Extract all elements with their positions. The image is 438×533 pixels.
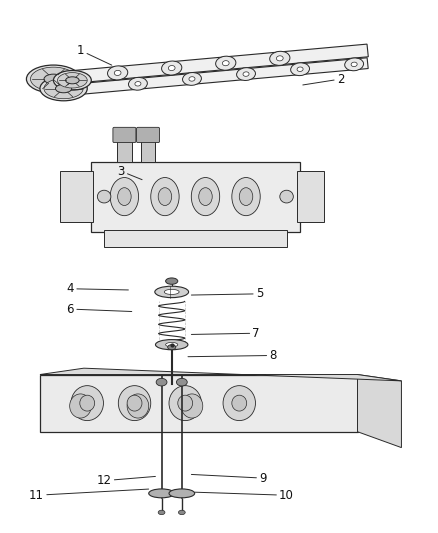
Ellipse shape (158, 188, 172, 206)
Ellipse shape (270, 51, 290, 66)
Ellipse shape (71, 386, 103, 421)
FancyBboxPatch shape (297, 171, 324, 222)
Ellipse shape (181, 394, 203, 418)
Ellipse shape (149, 489, 174, 498)
Ellipse shape (189, 77, 195, 81)
Ellipse shape (345, 58, 364, 71)
Ellipse shape (297, 67, 303, 71)
Ellipse shape (114, 70, 121, 76)
Ellipse shape (166, 342, 178, 347)
Text: 5: 5 (191, 287, 263, 300)
Text: 2: 2 (303, 72, 344, 85)
Ellipse shape (162, 61, 182, 75)
Ellipse shape (178, 395, 193, 411)
Ellipse shape (215, 56, 236, 70)
FancyBboxPatch shape (40, 375, 357, 432)
Ellipse shape (53, 70, 91, 90)
FancyBboxPatch shape (60, 171, 93, 222)
FancyBboxPatch shape (113, 127, 136, 143)
Ellipse shape (223, 386, 255, 421)
Ellipse shape (110, 177, 138, 216)
Circle shape (280, 190, 293, 203)
Ellipse shape (155, 286, 189, 297)
Text: 12: 12 (97, 474, 155, 487)
Ellipse shape (243, 72, 249, 76)
Ellipse shape (118, 188, 131, 206)
FancyBboxPatch shape (117, 136, 132, 161)
Ellipse shape (66, 77, 79, 84)
Ellipse shape (168, 345, 176, 350)
Circle shape (97, 190, 111, 203)
Ellipse shape (177, 378, 187, 386)
Ellipse shape (351, 62, 357, 67)
Ellipse shape (31, 67, 76, 91)
Ellipse shape (127, 395, 142, 411)
FancyBboxPatch shape (91, 161, 300, 231)
Ellipse shape (168, 66, 175, 70)
Text: 3: 3 (117, 165, 142, 180)
Text: 7: 7 (191, 327, 260, 340)
Text: 6: 6 (67, 303, 132, 316)
Ellipse shape (26, 65, 81, 93)
Text: 10: 10 (195, 489, 294, 502)
Polygon shape (40, 368, 402, 381)
Text: 11: 11 (29, 489, 148, 502)
FancyBboxPatch shape (141, 136, 155, 161)
Ellipse shape (237, 68, 255, 80)
Ellipse shape (156, 378, 167, 386)
Ellipse shape (151, 177, 179, 216)
Ellipse shape (239, 188, 253, 206)
FancyBboxPatch shape (104, 230, 286, 247)
Ellipse shape (155, 340, 188, 350)
Text: 4: 4 (67, 282, 128, 295)
Ellipse shape (291, 63, 310, 76)
Ellipse shape (199, 188, 212, 206)
Ellipse shape (164, 289, 179, 294)
FancyBboxPatch shape (137, 127, 159, 143)
Ellipse shape (80, 395, 95, 411)
Text: 9: 9 (191, 472, 267, 484)
Ellipse shape (232, 395, 247, 411)
Ellipse shape (57, 72, 87, 88)
Ellipse shape (56, 84, 72, 93)
Ellipse shape (183, 72, 201, 85)
Ellipse shape (191, 177, 220, 216)
Ellipse shape (108, 66, 128, 80)
Text: 1: 1 (77, 44, 112, 65)
Ellipse shape (70, 394, 91, 418)
Ellipse shape (232, 177, 260, 216)
Ellipse shape (166, 278, 178, 284)
Ellipse shape (118, 386, 151, 421)
Ellipse shape (135, 82, 141, 86)
Ellipse shape (128, 77, 147, 90)
Text: 8: 8 (188, 349, 277, 362)
Polygon shape (63, 44, 368, 84)
Polygon shape (357, 375, 402, 448)
Ellipse shape (178, 510, 185, 515)
Ellipse shape (276, 56, 283, 61)
Ellipse shape (169, 386, 201, 421)
Ellipse shape (44, 74, 63, 84)
Ellipse shape (44, 78, 83, 99)
Ellipse shape (169, 489, 194, 498)
Polygon shape (63, 58, 368, 96)
Ellipse shape (40, 76, 87, 101)
Ellipse shape (127, 394, 149, 418)
Ellipse shape (158, 510, 165, 515)
Ellipse shape (223, 61, 229, 66)
